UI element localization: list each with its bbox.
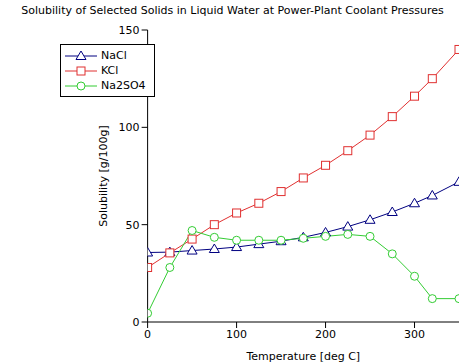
html-text:Solubility of Selected Solids: Solubility of Selected Solids in Liquid …	[21, 4, 444, 17]
svg-text:50: 50	[126, 219, 140, 232]
svg-text:0: 0	[144, 328, 151, 341]
svg-text:100: 100	[226, 328, 247, 341]
svg-text:Solubility [g/100g]: Solubility [g/100g]	[97, 125, 110, 226]
svg-text:150: 150	[119, 24, 140, 37]
html-text:Na2SO4: Na2SO4	[101, 79, 146, 92]
svg-text:100: 100	[119, 121, 140, 134]
html-text:NaCl: NaCl	[101, 49, 127, 62]
svg-text:Temperature [deg C]: Temperature [deg C]	[245, 350, 360, 362]
html-text:KCl: KCl	[101, 64, 119, 77]
svg-text:300: 300	[404, 328, 425, 341]
svg-text:0: 0	[133, 316, 140, 329]
svg-text:200: 200	[315, 328, 336, 341]
